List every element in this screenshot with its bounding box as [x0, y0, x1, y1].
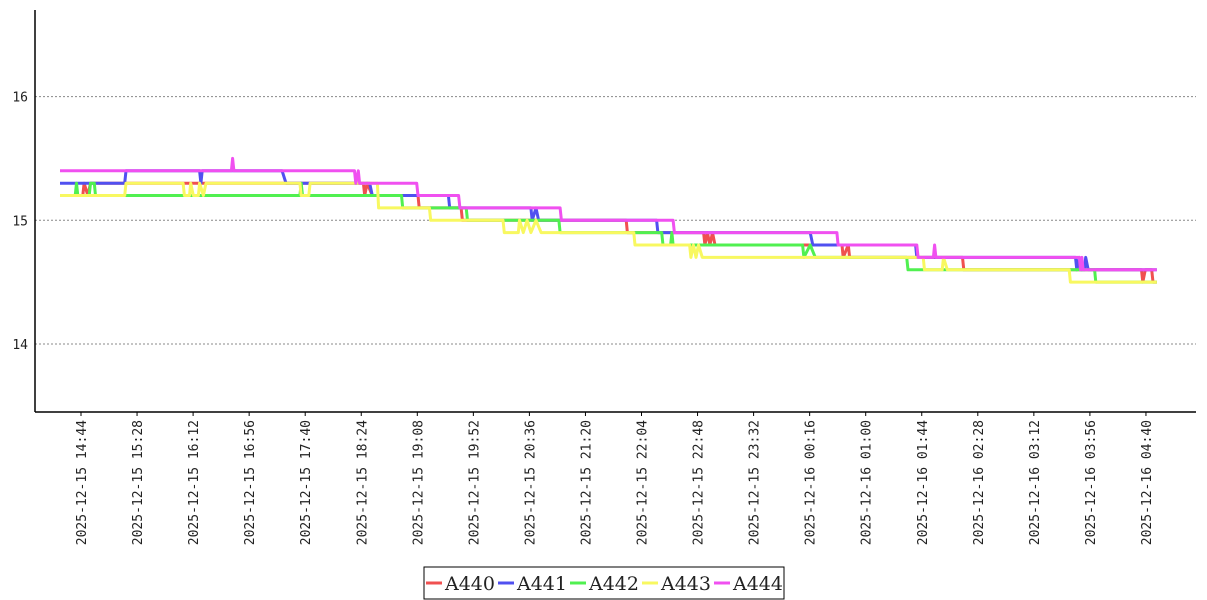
x-tick-label: 2025-12-16 02:28: [972, 420, 987, 545]
x-tick-label: 2025-12-16 01:44: [916, 420, 931, 545]
y-tick-label: 16: [12, 91, 28, 106]
x-tick-label: 2025-12-15 17:40: [299, 420, 314, 545]
series-line-a444: [60, 156, 1157, 272]
y-tick-label: 15: [12, 214, 28, 229]
x-tick-label: 2025-12-15 22:48: [692, 420, 707, 545]
series-line-a443: [60, 181, 1157, 284]
x-tick-label: 2025-12-15 23:32: [748, 420, 763, 545]
y-tick-label: 14: [12, 338, 28, 353]
y-tick-labels: 14 15 16: [12, 91, 28, 353]
x-tick-label: 2025-12-16 01:00: [860, 420, 875, 545]
legend-label: A443: [660, 573, 711, 595]
legend-label: A441: [516, 573, 567, 595]
x-tick-label: 2025-12-15 16:12: [187, 420, 202, 545]
x-tick-label: 2025-12-16 04:40: [1140, 420, 1155, 545]
x-tick-label: 2025-12-15 19:08: [411, 420, 426, 545]
x-tick-label: 2025-12-16 00:16: [804, 420, 819, 545]
axes: [34, 10, 1196, 413]
x-tick-label: 2025-12-15 21:20: [579, 420, 594, 545]
x-tick-label: 2025-12-15 14:44: [75, 420, 90, 545]
x-tick-label: 2025-12-16 03:56: [1084, 420, 1099, 545]
x-tick-label: 2025-12-16 03:12: [1028, 420, 1043, 545]
series-line-a442: [60, 181, 1157, 284]
x-tick-labels: 2025-12-15 14:44 2025-12-15 15:28 2025-12-…: [75, 412, 1155, 545]
legend-label: A442: [588, 573, 639, 595]
x-tick-label: 2025-12-15 18:24: [355, 420, 370, 545]
x-tick-label: 2025-12-15 19:52: [467, 420, 482, 545]
x-tick-label: 2025-12-15 20:36: [523, 420, 538, 545]
series-lines: [60, 156, 1157, 284]
x-tick-label: 2025-12-15 16:56: [243, 420, 258, 545]
legend-label: A440: [444, 573, 495, 595]
x-tick-label: 2025-12-15 15:28: [131, 420, 146, 545]
legend-label: A444: [732, 573, 783, 595]
legend: A440 A441 A442 A443 A444: [423, 566, 785, 600]
x-tick-label: 2025-12-15 22:04: [636, 420, 651, 545]
